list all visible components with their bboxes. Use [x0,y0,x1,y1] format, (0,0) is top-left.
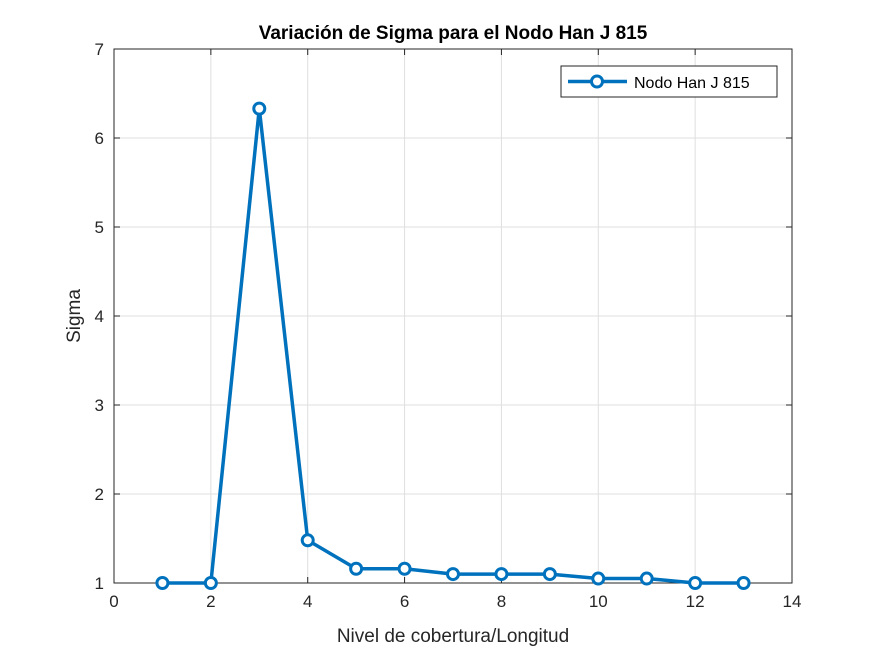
series [155,101,751,590]
data-point [542,567,557,582]
data-point [203,576,218,590]
data-point [591,571,606,586]
y-tick-label: 6 [95,129,104,148]
x-tick-label: 0 [109,592,118,611]
legend-marker-swatch [590,74,604,89]
x-tick-label: 8 [497,592,506,611]
data-point [349,561,364,576]
data-point [397,561,412,576]
legend: Nodo Han J 815 [560,65,778,98]
data-point [446,567,460,582]
data-point [300,533,315,548]
y-tick-labels: 1 2 3 4 5 6 7 [95,40,104,593]
y-tick-label: 3 [95,396,104,415]
data-point [155,576,170,590]
legend-box [560,65,778,98]
data-point [494,567,509,582]
y-tick-label: 4 [95,307,104,326]
x-tick-label: 14 [783,592,802,611]
x-tick-label: 10 [589,592,608,611]
x-tick-label: 4 [303,592,312,611]
x-tick-label: 2 [206,592,215,611]
y-tick-label: 5 [95,218,104,237]
y-axis-label: Sigma [64,289,85,343]
legend-entry-label: Nodo Han J 815 [634,75,750,92]
data-point [639,571,654,586]
data-point [688,576,703,590]
data-point [736,576,751,590]
data-point [252,101,267,116]
chart-title: Variación de Sigma para el Nodo Han J 81… [259,23,648,44]
x-tick-label: 12 [686,592,705,611]
x-tick-label: 6 [400,592,409,611]
x-axis-label: Nivel de cobertura/Longitud [337,626,569,647]
y-tick-label: 1 [95,574,104,593]
y-tick-label: 7 [95,40,104,59]
y-tick-label: 2 [95,485,104,504]
x-tick-labels: 0 2 4 6 8 10 12 14 [109,592,801,611]
